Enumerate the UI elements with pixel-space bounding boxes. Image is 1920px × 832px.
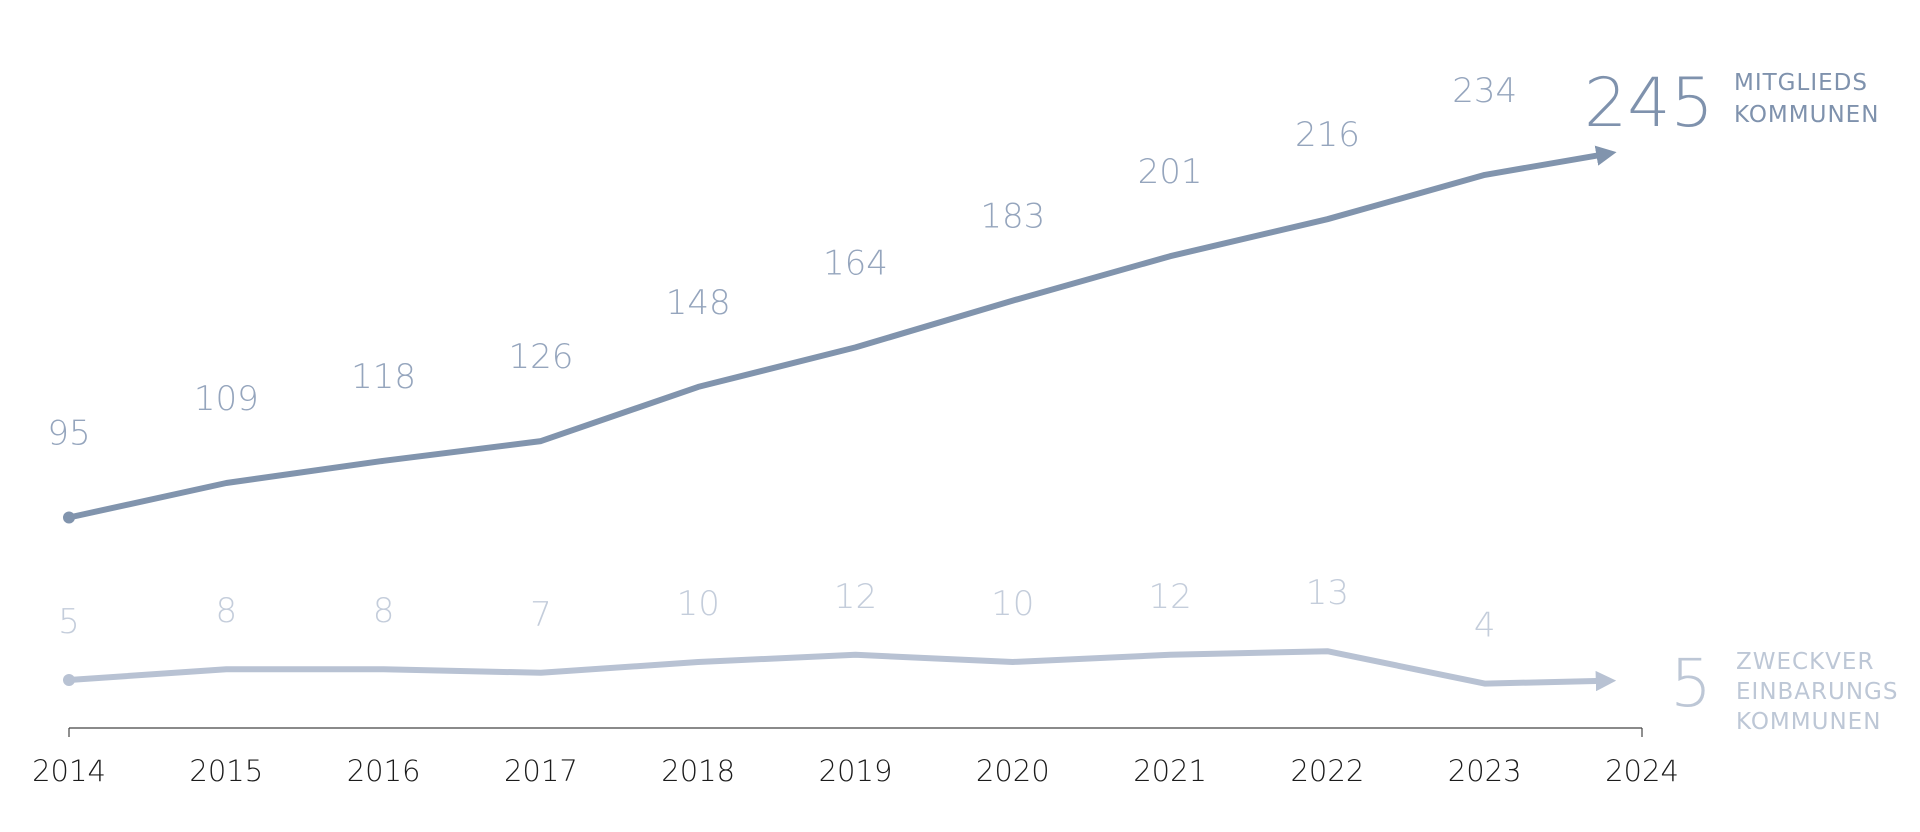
data-labels-mitglieds: 95 109 118 126 148 164 183 201 216 234 [47,71,1517,454]
series-start-dot-zweckver [63,674,75,686]
data-label-mitglieds: 109 [194,379,259,419]
x-tick-label: 2014 [32,754,106,788]
data-label-mitglieds: 95 [47,414,90,454]
data-label-zweckver: 8 [215,591,237,631]
data-label-zweckver: 10 [991,584,1034,624]
x-tick-label: 2016 [347,754,421,788]
data-label-zweckver: 7 [530,595,552,635]
data-label-mitglieds: 216 [1295,115,1360,155]
data-label-mitglieds: 148 [666,283,731,323]
x-tick-label: 2023 [1448,754,1522,788]
x-tick-label: 2019 [819,754,893,788]
x-tick-label: 2015 [189,754,263,788]
data-label-mitglieds: 126 [508,337,573,377]
data-label-zweckver: 8 [373,591,395,631]
final-value-mitglieds: 245 [1584,64,1714,143]
data-label-mitglieds: 118 [351,357,416,397]
series-line-mitglieds [66,145,1617,521]
x-axis-tick-labels: 2014 2015 2016 2017 2018 2019 2020 2021 2022 2023… [32,754,1679,788]
data-label-zweckver: 5 [58,602,80,642]
x-tick-label: 2017 [504,754,578,788]
x-tick-label: 2024 [1605,754,1679,788]
data-label-zweckver: 12 [1148,577,1191,617]
series-caption-zweckver-line3: KOMMUNEN [1736,709,1881,735]
x-tick-label: 2021 [1133,754,1207,788]
data-label-mitglieds: 164 [823,243,888,283]
data-labels-zweckver: 5 8 8 7 10 12 10 12 13 4 [58,573,1495,645]
x-tick-label: 2020 [976,754,1050,788]
data-label-zweckver: 13 [1306,573,1349,613]
series-start-dot-mitglieds [63,511,75,524]
series-caption-zweckver-line1: ZWECKVER [1736,649,1874,675]
series-line-zweckver [66,648,1617,692]
data-label-zweckver: 10 [677,584,720,624]
data-label-zweckver: 4 [1474,606,1496,646]
data-label-mitglieds: 234 [1452,71,1517,111]
x-tick-label: 2018 [661,754,735,788]
series-caption-mitglieds-line1: MITGLIEDS [1734,70,1868,96]
data-label-zweckver: 12 [834,577,877,617]
data-label-mitglieds: 183 [980,197,1045,237]
x-tick-label: 2022 [1290,754,1364,788]
final-value-zweckver: 5 [1670,645,1712,722]
data-label-mitglieds: 201 [1138,152,1203,192]
series-caption-mitglieds-line2: KOMMUNEN [1734,102,1879,128]
series-caption-zweckver-line2: EINBARUNGS [1736,679,1898,705]
